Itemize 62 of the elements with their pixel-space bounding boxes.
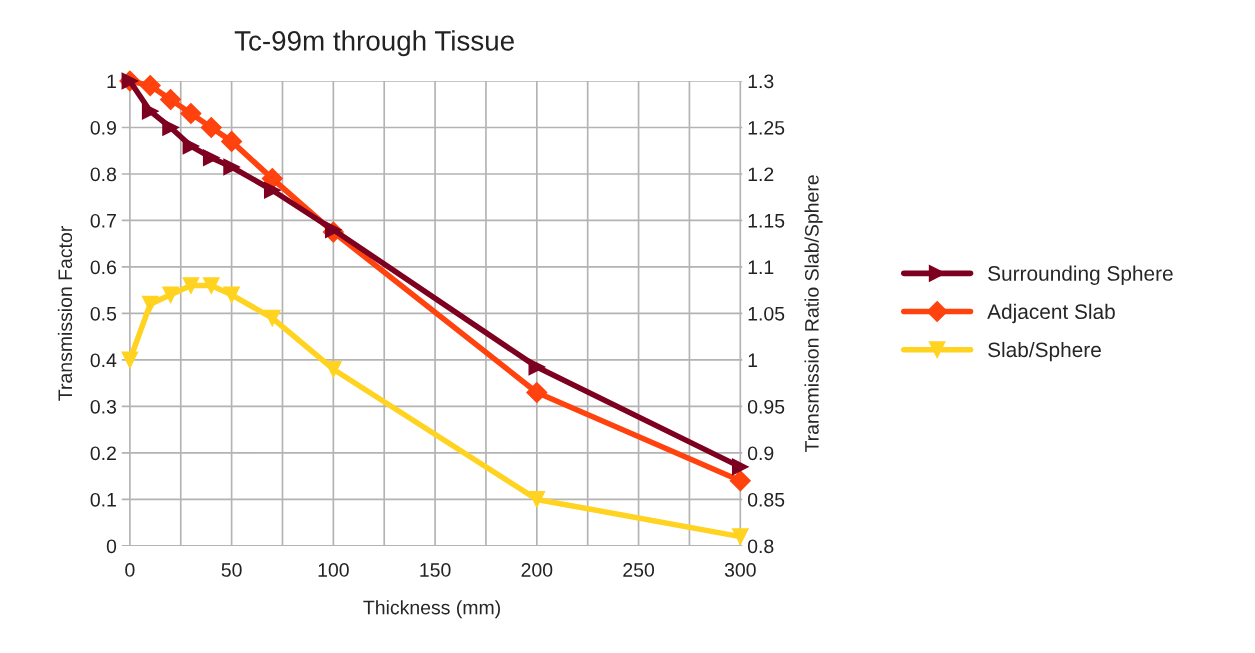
y-tick-label: 0.4 xyxy=(90,353,117,368)
x-tick-label: 200 xyxy=(521,563,553,577)
y2-tick-label: 0.8 xyxy=(747,539,774,554)
point xyxy=(202,277,220,294)
x-tick-label: 100 xyxy=(318,563,349,577)
point xyxy=(731,528,749,545)
point xyxy=(202,149,220,167)
y-tick-label: 1 xyxy=(107,74,116,89)
legend-label: Adjacent Slab xyxy=(987,303,1115,324)
point xyxy=(180,103,202,125)
point xyxy=(139,75,161,97)
y2-tick-label: 0.85 xyxy=(747,492,785,507)
x-axis-title: Thickness (mm) xyxy=(363,600,500,619)
y-tick-label: 0.7 xyxy=(90,213,116,228)
legend-label: Slab/Sphere xyxy=(988,341,1101,362)
point xyxy=(729,470,751,492)
point xyxy=(141,295,159,313)
point xyxy=(263,309,281,327)
y2-tick-label: 1.05 xyxy=(748,306,785,321)
y2-tick-label: 0.95 xyxy=(747,399,785,414)
x-tick-label: 150 xyxy=(420,563,451,577)
point xyxy=(182,137,200,155)
point xyxy=(325,360,342,378)
chart-title: Tc-99m through Tissue xyxy=(234,30,514,57)
point xyxy=(223,286,240,304)
y2-tick-label: 1 xyxy=(748,353,758,367)
x-tick-label: 250 xyxy=(623,563,655,577)
y-tick-label: 0.2 xyxy=(90,446,116,461)
y2-tick-label: 1.3 xyxy=(748,74,774,89)
point xyxy=(200,116,222,138)
y-tick-label: 0 xyxy=(106,539,117,554)
point xyxy=(261,168,283,190)
y2-tick-label: 1.2 xyxy=(748,167,774,181)
legend-label: Surrounding Sphere xyxy=(988,265,1173,285)
point xyxy=(162,286,179,304)
point xyxy=(182,277,200,294)
x-tick-label: 300 xyxy=(724,563,756,577)
point xyxy=(160,89,182,111)
y-tick-label: 0.9 xyxy=(90,120,116,135)
y2-tick-label: 1.25 xyxy=(748,120,785,135)
y-tick-label: 0.1 xyxy=(90,492,116,507)
y-tick-label: 0.5 xyxy=(90,306,117,321)
point xyxy=(223,158,240,176)
y-tick-label: 0.8 xyxy=(90,167,117,182)
y-axis-title: Transmission Factor xyxy=(57,226,73,401)
point xyxy=(526,381,548,403)
point xyxy=(162,119,179,136)
point xyxy=(121,351,139,369)
x-tick-label: 0 xyxy=(125,563,135,577)
y2-tick-label: 1.15 xyxy=(748,214,785,228)
y-tick-label: 0.3 xyxy=(90,399,117,414)
y2-tick-label: 0.9 xyxy=(747,446,774,461)
x-tick-label: 50 xyxy=(221,563,242,577)
y2-axis-title: Transmission Ratio Slab/Sphere xyxy=(804,175,823,453)
point xyxy=(731,458,749,476)
point xyxy=(263,181,281,199)
point xyxy=(221,130,243,152)
point xyxy=(528,491,546,508)
point xyxy=(141,102,159,120)
y2-tick-label: 1.1 xyxy=(748,260,774,274)
point xyxy=(528,358,546,376)
y-tick-label: 0.6 xyxy=(90,260,117,275)
